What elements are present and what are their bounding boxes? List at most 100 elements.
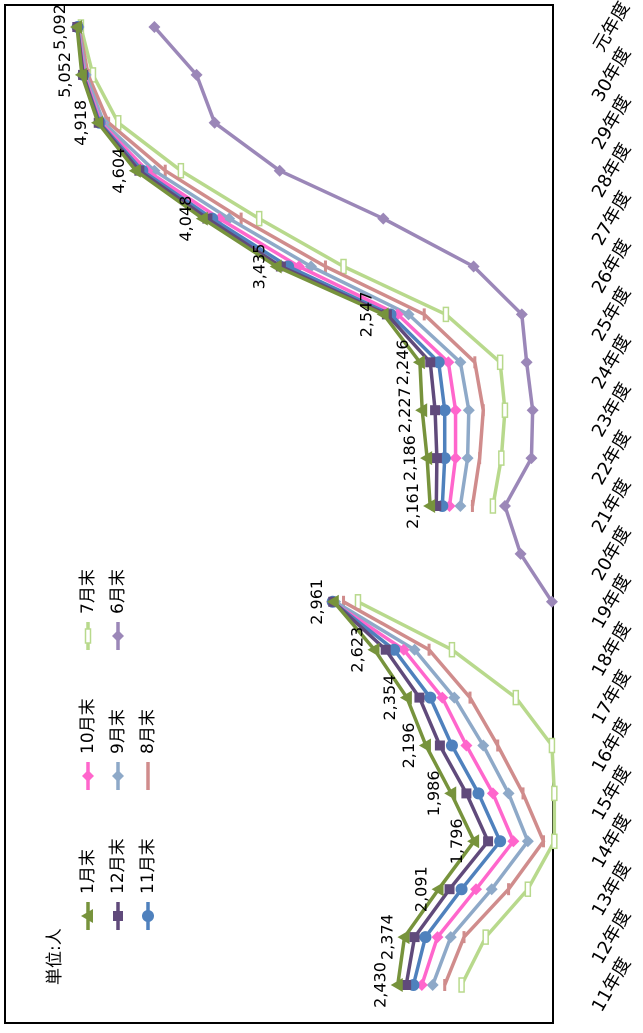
data-point: [477, 739, 490, 752]
data-point: [177, 162, 185, 179]
category-label: 14年度: [588, 810, 636, 872]
data-point: [481, 404, 485, 417]
data-point: [326, 594, 339, 609]
data-point: [376, 307, 389, 322]
data-point: [442, 306, 450, 323]
data-point: [520, 356, 533, 369]
data-point: [478, 452, 482, 465]
legend-label: 11月末: [138, 838, 158, 894]
data-point: [431, 501, 442, 511]
data-point: [551, 833, 558, 850]
data-point: [548, 737, 556, 754]
data-point: [399, 690, 412, 705]
data-label: 2,547: [357, 291, 376, 337]
data-point: [402, 308, 415, 321]
category-label: 17年度: [588, 667, 636, 729]
data-point: [390, 978, 403, 992]
data-point: [502, 787, 515, 800]
data-point: [455, 883, 468, 896]
data-point: [470, 500, 474, 512]
legend-item: 1月末: [78, 849, 98, 930]
data-point: [454, 356, 467, 369]
category-label: 24年度: [588, 331, 636, 393]
data-point: [486, 787, 499, 800]
data-label: 2,961: [307, 579, 326, 625]
legend-marker: [112, 630, 124, 642]
data-point: [74, 67, 87, 82]
legend-marker: [112, 770, 124, 782]
data-point: [91, 115, 104, 130]
category-label: 23年度: [588, 379, 636, 441]
category-label: 15年度: [588, 762, 636, 824]
data-point: [462, 931, 466, 944]
data-point: [436, 691, 449, 704]
series-6月末: [148, 21, 558, 608]
data-point: [354, 594, 362, 610]
data-point: [498, 500, 511, 512]
data-point: [427, 643, 431, 656]
data-point: [377, 212, 390, 225]
category-axis-labels: 11年度12年度13年度14年度15年度16年度17年度18年度19年度20年度…: [588, 0, 636, 1016]
data-point: [470, 883, 483, 896]
data-point: [419, 931, 432, 944]
data-label: 2,091: [412, 866, 431, 912]
data-point: [483, 836, 494, 847]
data-point: [412, 355, 425, 370]
data-label: 3,435: [250, 244, 269, 290]
data-label: 2,186: [400, 435, 419, 481]
data-label: 5,052: [55, 52, 74, 98]
category-label: 27年度: [588, 188, 636, 250]
category-label: 25年度: [588, 283, 636, 345]
data-point: [430, 405, 441, 416]
legend-item: 11月末: [138, 838, 158, 930]
data-point: [388, 643, 401, 656]
data-point: [323, 260, 327, 273]
data-point: [524, 881, 532, 897]
legend-item: 8月末: [138, 709, 158, 790]
data-point: [190, 68, 203, 81]
data-point: [438, 404, 451, 417]
data-point: [461, 452, 474, 465]
category-label: 元年度: [589, 0, 634, 55]
data-point: [195, 211, 208, 226]
data-point: [507, 835, 520, 848]
data-label: 2,161: [403, 483, 422, 529]
data-point: [444, 786, 457, 801]
data-point: [449, 452, 462, 465]
data-point: [449, 404, 462, 417]
category-label: 16年度: [588, 714, 636, 776]
data-point: [551, 785, 558, 802]
data-point: [425, 357, 436, 368]
legend-marker: [146, 770, 150, 782]
legend-label: 7月末: [78, 569, 98, 614]
data-point: [496, 739, 500, 752]
data-point: [409, 932, 420, 943]
data-point: [545, 595, 558, 608]
data-point: [380, 644, 391, 655]
legend-marker: [81, 909, 93, 923]
data-label: 1,796: [447, 818, 466, 864]
data-point: [515, 308, 528, 321]
data-point: [467, 834, 480, 849]
data-point: [424, 691, 437, 704]
data-point: [442, 356, 455, 369]
data-label: 2,196: [399, 723, 418, 769]
category-label: 21年度: [588, 475, 636, 537]
data-point: [473, 356, 477, 369]
data-point: [444, 884, 455, 895]
data-label: 4,048: [176, 196, 195, 242]
data-point: [208, 116, 221, 129]
data-point: [423, 499, 436, 513]
data-point: [408, 643, 421, 656]
data-label: 5,092: [50, 4, 69, 50]
series-1月末: [70, 20, 480, 992]
data-label: 4,918: [71, 100, 90, 146]
data-label: 1,986: [424, 770, 443, 816]
data-point: [418, 738, 431, 753]
data-point: [420, 451, 433, 466]
data-point: [472, 787, 485, 800]
data-label: 2,430: [371, 962, 390, 1008]
data-point: [432, 356, 445, 369]
data-point: [426, 979, 439, 991]
category-label: 29年度: [588, 92, 636, 154]
